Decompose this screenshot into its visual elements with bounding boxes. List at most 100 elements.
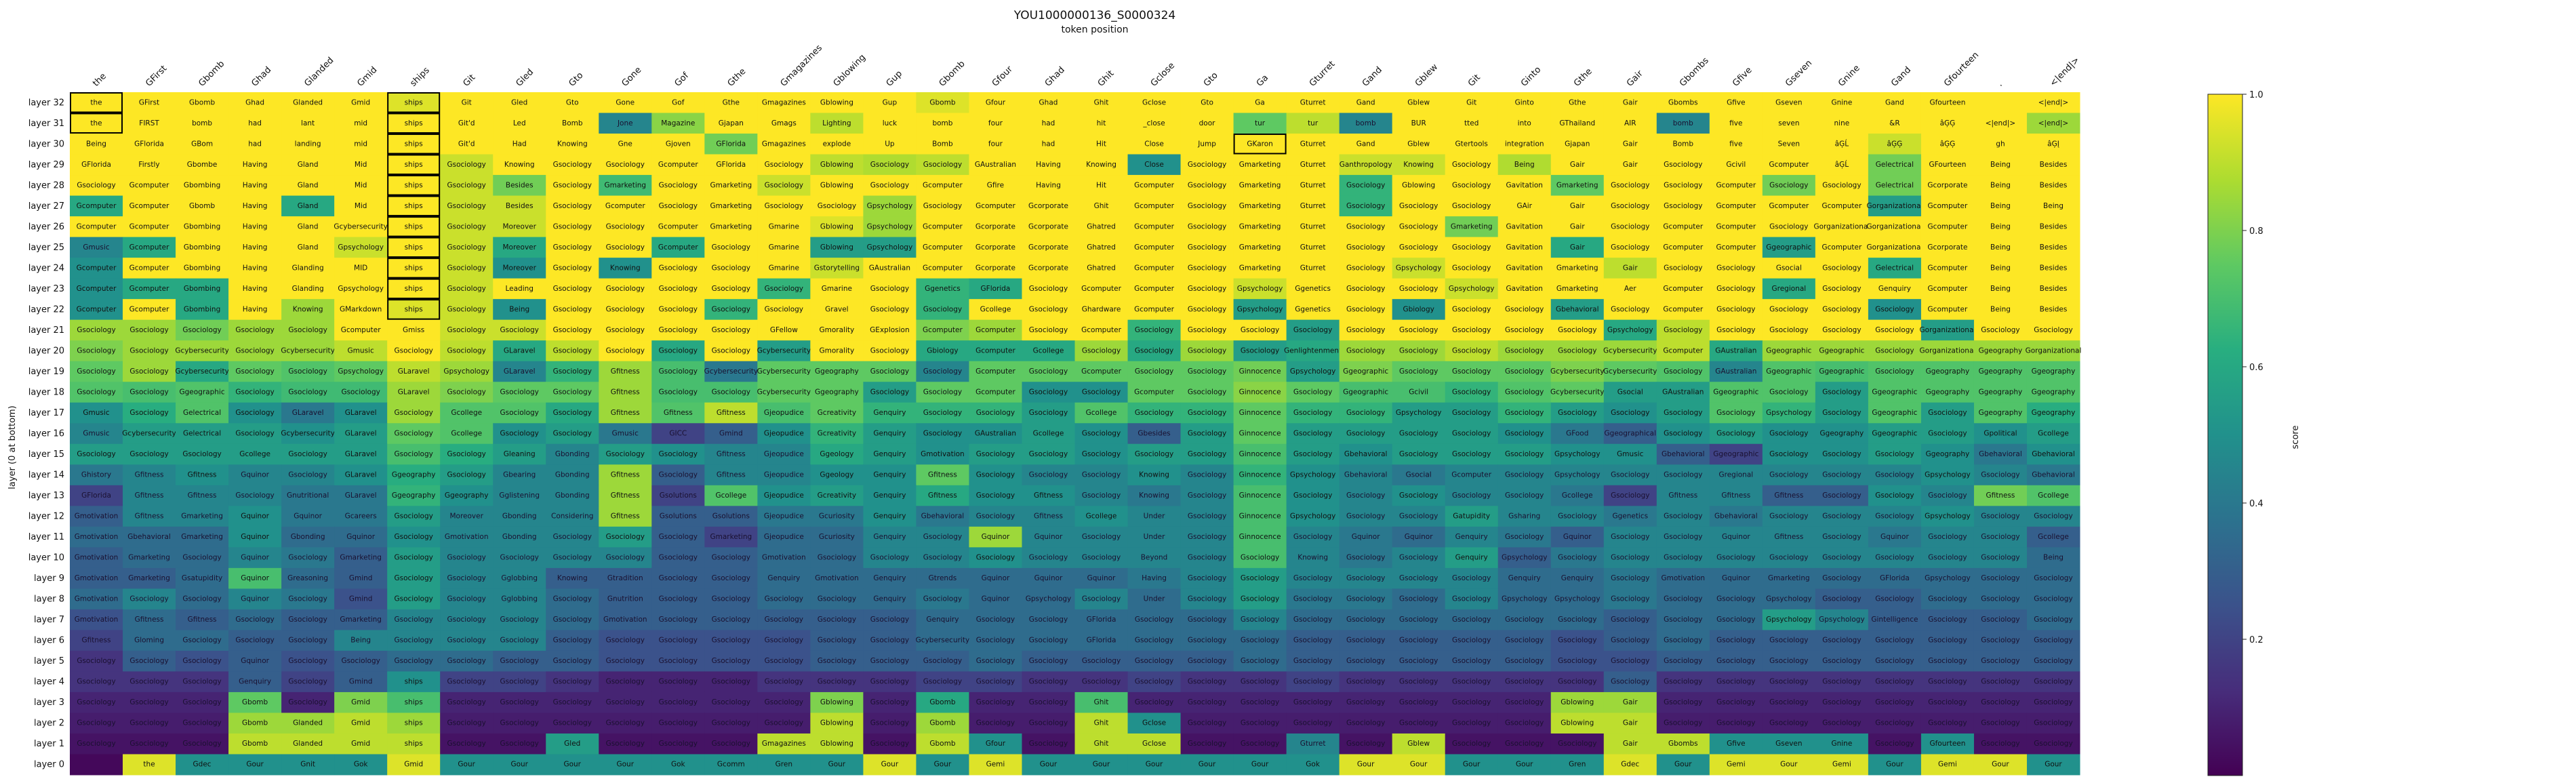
cell-label: Besides bbox=[2040, 243, 2068, 252]
heatmap-cell bbox=[1762, 258, 1816, 279]
cell-label: Gsociology bbox=[1188, 491, 1226, 500]
cell-label: Gmarketing bbox=[128, 554, 170, 562]
cell-label: Gsociology bbox=[500, 430, 539, 438]
y-tick-label: layer 6 bbox=[34, 636, 64, 646]
cell-label: Gsociology bbox=[1558, 409, 1596, 417]
cell-label: Gsociology bbox=[1822, 698, 1861, 706]
cell-label: Gsociology bbox=[712, 264, 750, 272]
heatmap-cell bbox=[916, 92, 969, 114]
cell-label: Gmarketing bbox=[1451, 222, 1493, 230]
heatmap-cell bbox=[704, 443, 758, 465]
cell-label: Gsociology bbox=[870, 181, 909, 189]
cell-label: Ggeography bbox=[1926, 388, 1970, 396]
heatmap-cell bbox=[1497, 443, 1552, 465]
heatmap-cell bbox=[1074, 113, 1129, 134]
cell-label: Gcollege bbox=[1086, 409, 1117, 417]
cell-label: Gsociology bbox=[1346, 616, 1385, 624]
cell-label: Gemi bbox=[1938, 761, 1957, 769]
heatmap-cell bbox=[1550, 485, 1605, 506]
heatmap-cell bbox=[176, 258, 229, 279]
cell-label: Gpsychology bbox=[1554, 595, 1601, 603]
heatmap-cell bbox=[228, 526, 282, 548]
cell-label: Gcomputer bbox=[1716, 243, 1756, 252]
cell-label: Gcuriosity bbox=[819, 513, 855, 521]
cell-label: GFlorida bbox=[716, 140, 746, 148]
cell-label: Gmusic bbox=[1617, 450, 1643, 458]
cell-label: Gsociology bbox=[1399, 202, 1438, 210]
cell-label: Gair bbox=[1623, 264, 1638, 272]
heatmap-cell bbox=[1233, 299, 1287, 321]
cell-label: ships bbox=[405, 698, 423, 706]
heatmap-cell bbox=[334, 464, 388, 486]
cell-label: Gsociology bbox=[129, 719, 168, 727]
heatmap-cell bbox=[1603, 361, 1657, 382]
heatmap-cell bbox=[916, 402, 969, 424]
cell-label: Gsociology bbox=[1135, 678, 1173, 686]
cell-label: Ggeography bbox=[1926, 367, 1970, 376]
cell-label: Gcomputer bbox=[1716, 222, 1756, 230]
heatmap-cell bbox=[440, 423, 494, 445]
heatmap-cell bbox=[228, 464, 282, 486]
cell-label: Gturret bbox=[1300, 202, 1326, 210]
heatmap-cell bbox=[704, 402, 758, 424]
cell-label: Gblowing bbox=[1561, 719, 1594, 727]
cell-label: Gcomputer bbox=[1081, 326, 1121, 334]
cell-label: Gsociology bbox=[1928, 719, 1967, 727]
cell-label: Gcomputer bbox=[1716, 202, 1756, 210]
cell-label: Gclose bbox=[1142, 719, 1166, 727]
cell-label: Gsociology bbox=[1399, 243, 1438, 252]
cell-label: Gpsychology bbox=[1766, 409, 1812, 417]
cell-label: five bbox=[1729, 119, 1742, 127]
heatmap-cell bbox=[228, 382, 282, 403]
heatmap-cell bbox=[599, 278, 652, 300]
cell-label: Gsociology bbox=[1346, 491, 1385, 500]
heatmap-cell bbox=[810, 113, 864, 134]
cell-label: Gbonding bbox=[555, 491, 590, 500]
heatmap-cell bbox=[493, 464, 546, 486]
cell-label: Gsociology bbox=[659, 740, 698, 748]
heatmap-cell bbox=[1339, 382, 1393, 403]
heatmap-cell bbox=[1762, 195, 1816, 217]
heatmap-cell bbox=[1920, 506, 1975, 527]
cell-label: Magazine bbox=[661, 119, 695, 127]
heatmap-cell bbox=[1973, 443, 2028, 465]
cell-label: Ghit bbox=[1094, 719, 1109, 727]
cell-label: Gsociology bbox=[1928, 491, 1967, 500]
colorbar-tick-label: 0.8 bbox=[2249, 226, 2263, 237]
cell-label: Gmotivation bbox=[1662, 574, 1706, 582]
heatmap-cell bbox=[546, 195, 599, 217]
heatmap-cell bbox=[1339, 423, 1393, 445]
heatmap-cell bbox=[1127, 361, 1182, 382]
heatmap-cell bbox=[651, 134, 705, 155]
cell-label: Gsociology bbox=[500, 326, 539, 334]
cell-label: Gsociology bbox=[1452, 161, 1491, 169]
cell-label: Gsociology bbox=[1399, 450, 1438, 458]
cell-label: Gsociology bbox=[659, 657, 698, 665]
heatmap-cell bbox=[1392, 134, 1446, 155]
heatmap-cell bbox=[1339, 340, 1393, 362]
cell-label: Gmid bbox=[351, 719, 370, 727]
cell-label: Gsociology bbox=[1981, 616, 2019, 624]
cell-label: Gsociology bbox=[77, 450, 115, 458]
cell-label: Gsociology bbox=[1293, 719, 1332, 727]
cell-label: Gpsychology bbox=[443, 367, 489, 376]
cell-label: Gsociology bbox=[606, 326, 645, 334]
cell-label: Gsociology bbox=[1611, 657, 1649, 665]
cell-label: Gair bbox=[1570, 243, 1585, 252]
cell-label: Gsociology bbox=[1346, 637, 1385, 645]
cell-label: Gsociology bbox=[923, 388, 962, 396]
heatmap-cell bbox=[123, 113, 176, 134]
heatmap-cell bbox=[969, 258, 1022, 279]
cell-label: Gbehavioral bbox=[1556, 305, 1599, 313]
cell-label: Gsociology bbox=[765, 616, 803, 624]
heatmap-cell bbox=[1286, 423, 1340, 445]
heatmap-cell bbox=[2026, 506, 2080, 527]
cell-label: Gsociology bbox=[288, 657, 327, 665]
cell-label: Being bbox=[1990, 285, 2011, 293]
cell-label: GLaravel bbox=[345, 430, 377, 438]
heatmap-cell bbox=[1074, 299, 1129, 321]
heatmap-cell bbox=[1656, 278, 1710, 300]
cell-label: Gsociology bbox=[1452, 616, 1491, 624]
heatmap-cell bbox=[228, 319, 282, 341]
cell-label: Gsociology bbox=[1822, 305, 1861, 313]
